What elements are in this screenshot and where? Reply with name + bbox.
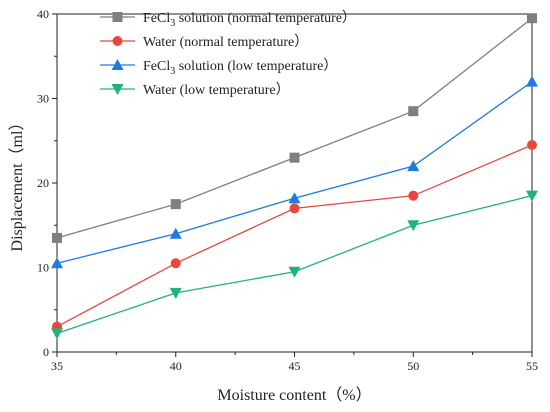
axes: 35 40 45 50 55 0 10 20 30 40 (37, 7, 538, 373)
series-4 (51, 190, 538, 340)
legend: FeCl3 solution (normal temperature）Water… (100, 10, 356, 98)
legend-label: Water (low temperature） (143, 82, 290, 98)
series-2 (52, 139, 537, 332)
y-axis-title: Displacement（ml） (8, 115, 26, 252)
data-point (52, 232, 62, 243)
data-point (527, 13, 537, 24)
data-point (289, 203, 300, 214)
series-layer (51, 13, 538, 340)
data-point (51, 257, 63, 269)
legend-marker (112, 12, 123, 22)
legend-label-base: FeCl (143, 11, 170, 26)
x-tick-label: 50 (407, 359, 419, 373)
legend-item-3: FeCl3 solution (low temperature） (100, 58, 337, 77)
data-point (526, 190, 538, 202)
data-point (288, 266, 301, 278)
data-point (170, 199, 181, 210)
legend-label-base: FeCl (143, 59, 170, 74)
data-point (407, 160, 420, 172)
legend-marker (111, 59, 124, 70)
data-point (169, 227, 182, 239)
legend-label-rest: solution (normal temperature） (175, 10, 356, 26)
legend-label-rest: solution (low temperature） (175, 58, 337, 74)
x-axis-title: Moisture content（%） (217, 386, 371, 404)
data-point (407, 220, 420, 232)
legend-label: FeCl3 solution (normal temperature） (143, 10, 356, 29)
legend-item-1: FeCl3 solution (normal temperature） (100, 10, 356, 29)
x-tick-label: 45 (289, 359, 301, 373)
data-point (169, 287, 182, 299)
data-point (527, 139, 537, 150)
data-point (408, 190, 419, 201)
legend-item-2: Water (normal temperature） (100, 34, 308, 50)
data-point (170, 258, 181, 269)
y-tick-label: 30 (37, 92, 49, 106)
series-1 (52, 13, 537, 243)
y-tick-label: 40 (37, 7, 49, 21)
series-line (56, 144, 533, 328)
y-tick-label: 10 (37, 261, 49, 275)
legend-item-4: Water (low temperature） (100, 82, 290, 98)
legend-marker (112, 36, 123, 46)
data-point (526, 75, 538, 87)
x-tick-label: 40 (170, 359, 182, 373)
x-tick-label: 55 (526, 359, 538, 373)
series-3 (51, 75, 538, 269)
data-point (51, 328, 63, 340)
legend-label-subscript: 3 (170, 18, 175, 29)
legend-label: FeCl3 solution (low temperature） (143, 58, 337, 77)
y-tick-label: 0 (43, 345, 49, 359)
legend-label: Water (normal temperature） (143, 34, 308, 50)
legend-label-subscript: 3 (170, 66, 175, 77)
series-line (56, 195, 533, 335)
legend-marker (111, 84, 124, 95)
x-tick-label: 35 (51, 359, 63, 373)
data-point (288, 192, 301, 204)
data-point (408, 106, 419, 117)
series-line (56, 81, 533, 264)
y-tick-label: 20 (37, 176, 49, 190)
data-point (289, 152, 300, 163)
